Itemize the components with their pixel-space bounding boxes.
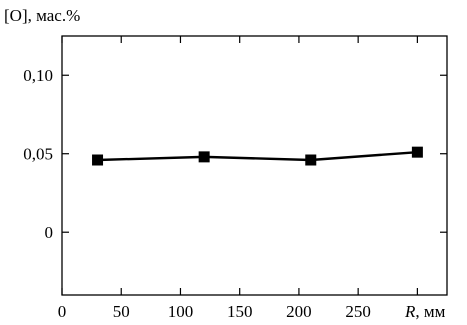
data-point-marker — [411, 146, 423, 158]
tick-marks — [61, 36, 447, 295]
x-axis-label: R, мм — [404, 302, 446, 321]
plot-frame — [61, 35, 448, 296]
tick-labels: 0 50 100 150 200 250 0 0,05 0,10 — [23, 66, 371, 321]
y-tick-label: 0,05 — [23, 145, 53, 164]
x-tick-label: 250 — [345, 302, 371, 321]
x-tick-label: 50 — [113, 302, 130, 321]
plot-frame-border — [61, 35, 448, 296]
x-tick-label: 150 — [227, 302, 253, 321]
x-axis-variable: R — [404, 302, 416, 321]
data-point-marker — [198, 151, 210, 163]
y-tick-label: 0 — [45, 223, 54, 242]
x-tick-label: 100 — [168, 302, 194, 321]
x-tick-label: 0 — [58, 302, 67, 321]
y-axis-label: [O], мас.% — [4, 6, 80, 25]
data-point-marker — [92, 154, 104, 166]
y-tick-label: 0,10 — [23, 66, 53, 85]
series-line — [97, 150, 418, 162]
x-tick-label: 200 — [286, 302, 312, 321]
data-point-marker — [305, 154, 317, 166]
x-axis-unit: , мм — [415, 302, 445, 321]
data-series — [92, 146, 423, 166]
